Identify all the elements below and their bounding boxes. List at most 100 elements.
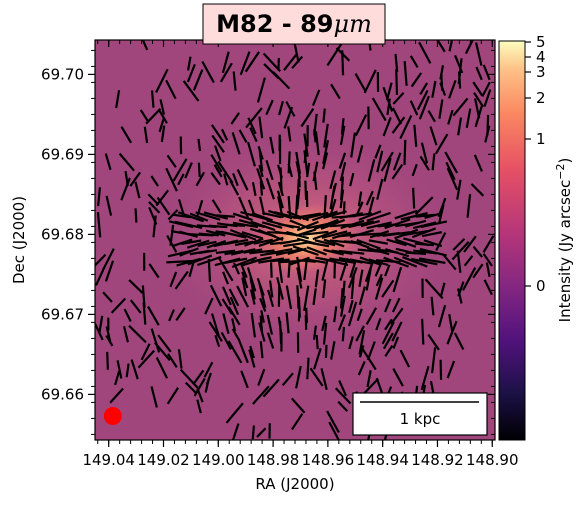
vector-97 — [179, 368, 199, 389]
vector-476 — [374, 260, 384, 277]
vector-570 — [431, 153, 436, 171]
vector-428 — [357, 191, 363, 207]
vector-402 — [339, 257, 349, 281]
vector-112 — [196, 399, 202, 414]
vector-206 — [249, 277, 256, 300]
vector-208 — [250, 312, 257, 338]
vector-441 — [357, 360, 366, 376]
vector-63 — [165, 79, 177, 100]
vector-389 — [340, 117, 345, 135]
vector-560 — [414, 242, 434, 247]
vector-592 — [437, 304, 447, 328]
vector-218 — [259, 181, 264, 196]
vector-69 — [169, 271, 178, 288]
vector-232 — [259, 341, 264, 359]
vector-287 — [279, 238, 301, 245]
vector-622 — [474, 42, 483, 66]
vector-104 — [189, 212, 209, 222]
vector-508 — [392, 152, 402, 171]
vector-616 — [464, 40, 474, 55]
vector-624 — [472, 81, 484, 97]
vector-140 — [221, 51, 230, 74]
vector-449 — [367, 196, 375, 216]
vector-447 — [367, 159, 376, 182]
vector-203 — [243, 248, 263, 254]
vector-506 — [391, 107, 403, 125]
vector-14 — [106, 351, 109, 370]
vector-6 — [104, 153, 112, 171]
vector-461 — [366, 370, 372, 388]
vector-221 — [250, 220, 276, 232]
vector-164 — [224, 238, 249, 246]
vector-392 — [339, 162, 347, 182]
vector-42 — [150, 90, 155, 108]
vector-71 — [167, 353, 178, 369]
colorbar-tick-label-5: 5 — [536, 33, 546, 51]
beam-marker — [103, 407, 122, 425]
vector-26 — [125, 363, 130, 378]
vector-498 — [381, 321, 395, 345]
vector-216 — [258, 164, 264, 178]
vector-190 — [237, 338, 249, 364]
vector-438 — [355, 325, 365, 342]
vector-550 — [418, 41, 432, 64]
vector-568 — [427, 110, 436, 123]
vector-375 — [329, 198, 337, 216]
vector-394 — [339, 189, 345, 209]
vector-467 — [374, 144, 382, 159]
vector-421 — [350, 274, 355, 300]
vector-28 — [134, 181, 141, 199]
vector-539 — [411, 163, 418, 177]
vector-12 — [105, 326, 112, 342]
vector-285 — [277, 223, 300, 229]
vector-589 — [437, 204, 445, 225]
vector-168 — [228, 288, 240, 307]
vector-130 — [210, 172, 221, 186]
vector-426 — [354, 114, 368, 137]
vector-185 — [231, 256, 258, 269]
vector-623 — [475, 66, 483, 81]
vector-90 — [177, 211, 204, 223]
vector-495 — [381, 279, 395, 298]
vector-459 — [366, 341, 376, 361]
vector-489 — [383, 157, 392, 182]
x-tick-label-5: 148.94 — [356, 451, 409, 469]
colorbar-tick-label-2: 2 — [536, 89, 546, 107]
vector-61 — [154, 342, 171, 361]
vector-359 — [311, 210, 338, 222]
vector-177 — [238, 129, 248, 143]
vector-504 — [395, 69, 399, 96]
vector-36 — [143, 126, 149, 144]
vector-576 — [418, 257, 446, 264]
vector-217 — [256, 168, 266, 190]
vector-57 — [160, 125, 166, 143]
vector-507 — [391, 116, 406, 134]
vector-196 — [247, 141, 256, 167]
vector-379 — [323, 238, 345, 248]
vector-151 — [218, 257, 234, 282]
vector-607 — [452, 97, 469, 117]
vector-365 — [322, 279, 327, 299]
y-tick-label-4: 69.70 — [41, 65, 84, 83]
vector-479 — [375, 317, 382, 331]
vector-242 — [262, 211, 282, 219]
vector-409 — [334, 387, 352, 405]
vector-545 — [405, 251, 427, 255]
vector-630 — [472, 245, 484, 258]
vector-439 — [358, 330, 366, 355]
vector-309 — [296, 267, 303, 289]
vector-610 — [452, 237, 466, 251]
vector-94 — [179, 247, 199, 257]
vector-472 — [369, 230, 390, 239]
vector-49 — [148, 263, 160, 279]
vector-458 — [365, 307, 378, 325]
colorbar-tick-label-0: 0 — [536, 277, 546, 295]
vector-424 — [348, 336, 354, 350]
vector-191 — [240, 370, 249, 389]
vector-594 — [448, 40, 454, 52]
vector-450 — [358, 210, 382, 221]
vector-20 — [120, 126, 133, 144]
vector-40 — [140, 343, 151, 361]
vector-135 — [206, 240, 227, 249]
vector-523 — [403, 139, 407, 165]
